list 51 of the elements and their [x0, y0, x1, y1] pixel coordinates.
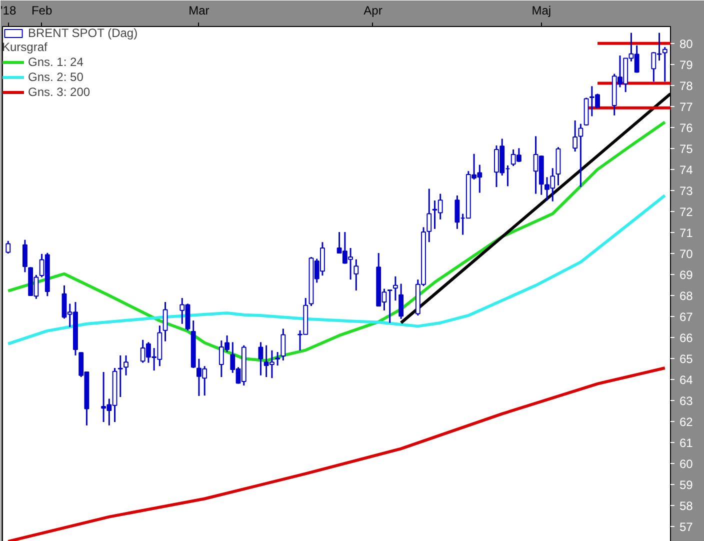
y-tick-label: 68: [680, 289, 694, 304]
x-tick-label: Mar: [188, 4, 210, 18]
y-tick-label: 60: [680, 457, 694, 472]
y-tick-label: 63: [680, 394, 694, 408]
legend-label: BRENT SPOT (Dag): [28, 26, 138, 40]
candlestick: [118, 354, 123, 398]
line-series: [6, 366, 666, 541]
y-tick-label: 65: [680, 352, 694, 366]
y-tick-label: 75: [680, 142, 694, 156]
y-tick-label: 73: [680, 184, 694, 198]
candlestick: [275, 351, 280, 366]
y-tick-label: 66: [680, 331, 694, 346]
candlestick: [387, 289, 392, 324]
candlestick: [662, 46, 668, 82]
y-tick-label: 59: [680, 478, 694, 492]
y-tick-label: 77: [680, 100, 694, 114]
x-tick-label: '18: [0, 4, 16, 18]
y-tick-label: 74: [680, 162, 694, 177]
y-tick-label: 71: [680, 226, 694, 240]
candlestick: [280, 328, 286, 362]
candlestick: [22, 239, 28, 273]
line-series: [6, 194, 666, 346]
candlestick: [162, 301, 168, 342]
candlestick: [578, 123, 584, 188]
y-tick-label: 58: [680, 499, 694, 514]
y-tick-label: 64: [680, 373, 694, 388]
legend-title: Kursgraf: [2, 40, 48, 54]
y-tick-label: 70: [680, 246, 694, 261]
y-tick-label: 78: [680, 78, 694, 93]
candlestick: [354, 258, 359, 292]
x-tick-label: Apr: [364, 4, 382, 18]
candlestick: [124, 354, 128, 376]
legend-label: Gns. 1: 24: [28, 55, 84, 69]
legend-label: Gns. 2: 50: [28, 70, 84, 84]
candlestick: [398, 282, 404, 320]
y-tick-label: 72: [680, 204, 694, 219]
y-tick-label: 80: [680, 36, 694, 51]
legend-label: Gns. 3: 200: [28, 85, 90, 99]
y-tick-label: 61: [680, 436, 694, 450]
y-tick-label: 76: [680, 120, 694, 135]
y-tick-label: 69: [680, 268, 694, 282]
candlestick: [392, 276, 398, 302]
y-tick-label: 62: [680, 415, 694, 430]
candlestick: [572, 120, 578, 152]
candlestick: [258, 341, 264, 376]
x-tick-label: Feb: [31, 4, 52, 18]
candlestick: [6, 240, 11, 254]
y-tick-label: 79: [680, 58, 694, 72]
y-tick-label: 67: [680, 310, 694, 324]
y-tick-label: 57: [680, 520, 694, 534]
x-tick-label: Maj: [532, 4, 552, 18]
